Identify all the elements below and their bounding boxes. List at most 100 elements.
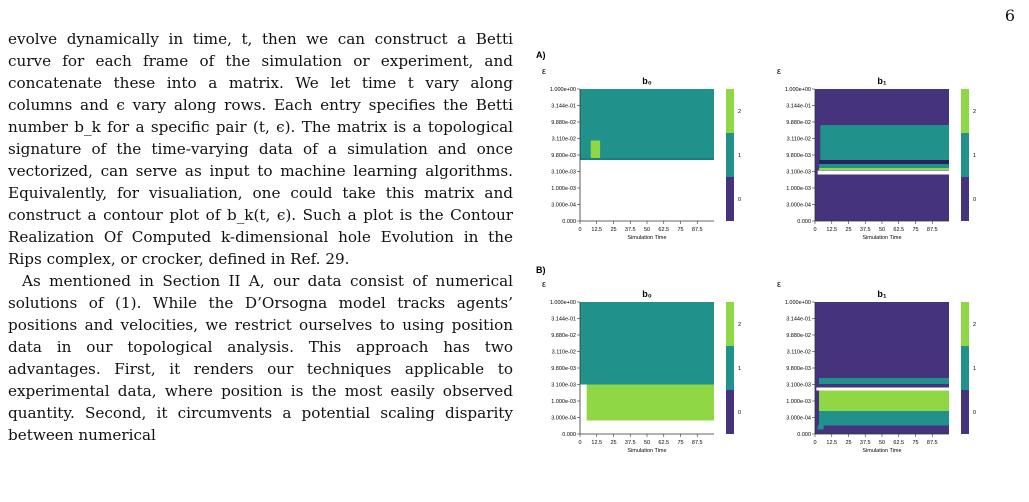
panel-b-b0-colorbar-tick: 2 [738,322,741,328]
crocker-figure-svg: A) B) b₀ ε 1.000e+00 3.144e-01 9.880e-02 3.110e… [536,50,976,454]
panel-a-b1-x-tick-label: 0 [813,227,816,233]
panel-a-b1-x-tick-label: 25 [845,227,851,233]
panel-b-b1-colorbar-tick: 0 [973,410,976,416]
panel-a-b0-colorbar-tick: 2 [738,109,741,115]
panel-a-b0-colorbar-tick: 1 [738,153,741,159]
panel-a-b1-colorbar-segment-1 [961,133,969,177]
panel-b-b1-y-axis-symbol: ε [777,279,781,289]
panel-b-b1-y-tick-label: 3.100e-03 [786,383,811,389]
panel-b-b1-y-tick-label: 3.144e-01 [786,317,811,323]
panel-b-b1-x-tick-label: 0 [813,440,816,446]
panel-a-b1-y-axis-symbol: ε [777,66,781,76]
panel-a-b0-x-axis-label: Simulation Time [627,235,666,241]
panel-a-b0-x-tick-label: 25 [610,227,616,233]
paragraph-1: evolve dynamically in time, t, then we c… [8,30,513,268]
page-number: 6 [1004,6,1015,25]
panel-a-b0-y-tick-label: 3.144e-01 [551,104,576,110]
panel-b-b1-heatmap [815,302,949,434]
panel-b-b1-title: b₁ [877,289,886,299]
panel-a-b1-heatmap [815,89,949,221]
panel-a-b0-heatmap [580,89,714,221]
panel-b-b1-speck [817,425,824,430]
panel-a-b1-x-tick-label: 87.5 [927,227,938,233]
panel-a-b1-y-tick-label: 9.880e-02 [786,120,811,126]
panel-b-b1-colorbar-segment-1 [961,346,969,390]
panel-a-b0-y-tick-label: 1.000e+00 [550,87,576,93]
panel-a-b1-y-tick-label: 0.000 [797,219,811,225]
panel-b-b1-y-tick-label: 9.880e-02 [786,333,811,339]
panel-a-b1-y-tick-label: 3.110e-02 [787,137,811,143]
panel-a-b0-x-tick-label: 12.5 [591,227,602,233]
panel-a-b0-y-tick-label: 9.800e-03 [551,153,576,159]
panel-b-b0-y-axis-symbol: ε [542,279,546,289]
crocker-figure: A) B) b₀ ε 1.000e+00 3.144e-01 9.880e-02 3.110e… [520,40,1029,502]
panel-b-b0-x-tick-label: 75 [677,440,683,446]
panel-b-b0-colorbar-segment-1 [726,346,734,390]
panel-b-b0-y-tick-label: 3.100e-03 [551,383,576,389]
panel-b-b1-y-tick-label: 1.000e-03 [786,399,811,405]
panel-b-b1-y-tick-label: 0.000 [797,432,811,438]
panel-a-b0-title: b₀ [642,76,652,86]
panel-a-b1-x-tick-label: 50 [879,227,885,233]
panel-a-b0-x-tick-label: 75 [677,227,683,233]
panel-b-b0-x-tick-label: 37.5 [625,440,636,446]
panel-b-b0-colorbar-tick: 0 [738,410,741,416]
panel-a-b0-x-tick-label: 62.5 [658,227,669,233]
panel-a-b1-band-1 [819,164,949,168]
panel-a-b0-y-axis-symbol: ε [542,66,546,76]
row-label-a: A) [536,50,546,60]
panel-a-b0-region-1 [580,89,714,159]
panel-a-b1-y-tick-label: 1.000e-03 [786,186,811,192]
panel-a-b1-colorbar-tick: 1 [973,153,976,159]
panel-a-b1-x-tick-label: 37.5 [860,227,871,233]
panel-a-b1-x-tick-label: 62.5 [893,227,904,233]
panel-b-b1-x-tick-label: 50 [879,440,885,446]
panel-a-b0-y-tick-label: 9.880e-02 [551,120,576,126]
panel-a-b0-region-2 [590,140,601,159]
panel-a-b0-y-tick-label: 1.000e-03 [551,186,576,192]
panel-a-b1-y-tick-label: 3.000e-04 [786,203,811,209]
panel-b-b1-x-tick-label: 12.5 [826,440,837,446]
panel-a-b1-colorbar-tick: 0 [973,197,976,203]
panel-b-b0-title: b₀ [642,289,652,299]
panel-b-b0-y-tick-label: 1.000e-03 [551,399,576,405]
panel-b-b0-region-1 [580,302,714,385]
row-label-b: B) [536,265,546,275]
panel-a-b0-boundary [580,158,714,160]
panel-b-b0-x-tick-label: 87.5 [692,440,703,446]
panel-a-b0-colorbar-segment-2 [726,89,734,133]
panel-a-b1-title: b₁ [877,76,886,86]
panel-b-b1-colorbar-tick: 1 [973,366,976,372]
panel-b-b1-x-tick-label: 87.5 [927,440,938,446]
body-text-column: evolve dynamically in time, t, then we c… [8,28,513,446]
panel-b-b1-x-axis-label: Simulation Time [862,448,901,454]
panel-a-b1-band-white [817,170,949,175]
panel-a-b0-y-tick-label: 3.110e-02 [552,137,576,143]
panel-b-b1-y-tick-label: 3.110e-02 [787,350,811,356]
panel-b-b0-x-tick-label: 62.5 [658,440,669,446]
paragraph-2: As mentioned in Section II A, our data c… [8,272,513,444]
panel-a-b0-x-tick-label: 50 [644,227,650,233]
panel-a-b1-region-1 [820,125,949,162]
panel-b-b1-colorbar-segment-2 [961,302,969,346]
panel-a-b1-colorbar-segment-2 [961,89,969,133]
panel-b-b0-colorbar-segment-0 [726,390,734,434]
panel-a-b1-y-tick-label: 3.144e-01 [786,104,811,110]
panel-b-b1-band-1-top [819,378,949,384]
panel-b-b1-colorbar-tick: 2 [973,322,976,328]
panel-a-b1-x-tick-label: 75 [912,227,918,233]
panel-b-b1-x-tick-label: 37.5 [860,440,871,446]
panel-b-b0-y-tick-label: 0.000 [562,432,576,438]
panel-a-b1-y-tick-label: 3.100e-03 [786,170,811,176]
panel-a-b1-band-2 [819,168,949,170]
panel-b-b1-x-tick-label: 25 [845,440,851,446]
panel-b-b1-x-tick-label: 62.5 [893,440,904,446]
panel-b-b0-x-axis-label: Simulation Time [627,448,666,454]
panel-a-b0-y-tick-label: 3.100e-03 [551,170,576,176]
panel-b-b1-region-2 [819,390,949,411]
panel-b-b1-band-white [816,387,949,391]
panel-b-b1-y-tick-label: 1.000e+00 [785,300,811,306]
panel-b-b0-region-2 [586,384,714,421]
panel-b-b0-colorbar-segment-2 [726,302,734,346]
panel-b-b1-region-1 [819,411,949,426]
